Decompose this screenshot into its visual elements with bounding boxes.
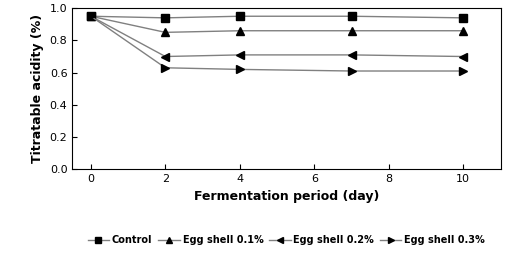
Y-axis label: Titratable acidity (%): Titratable acidity (%) [31,14,44,163]
X-axis label: Fermentation period (day): Fermentation period (day) [194,190,379,203]
Legend: Control, Egg shell 0.1%, Egg shell 0.2%, Egg shell 0.3%: Control, Egg shell 0.1%, Egg shell 0.2%,… [88,235,485,245]
